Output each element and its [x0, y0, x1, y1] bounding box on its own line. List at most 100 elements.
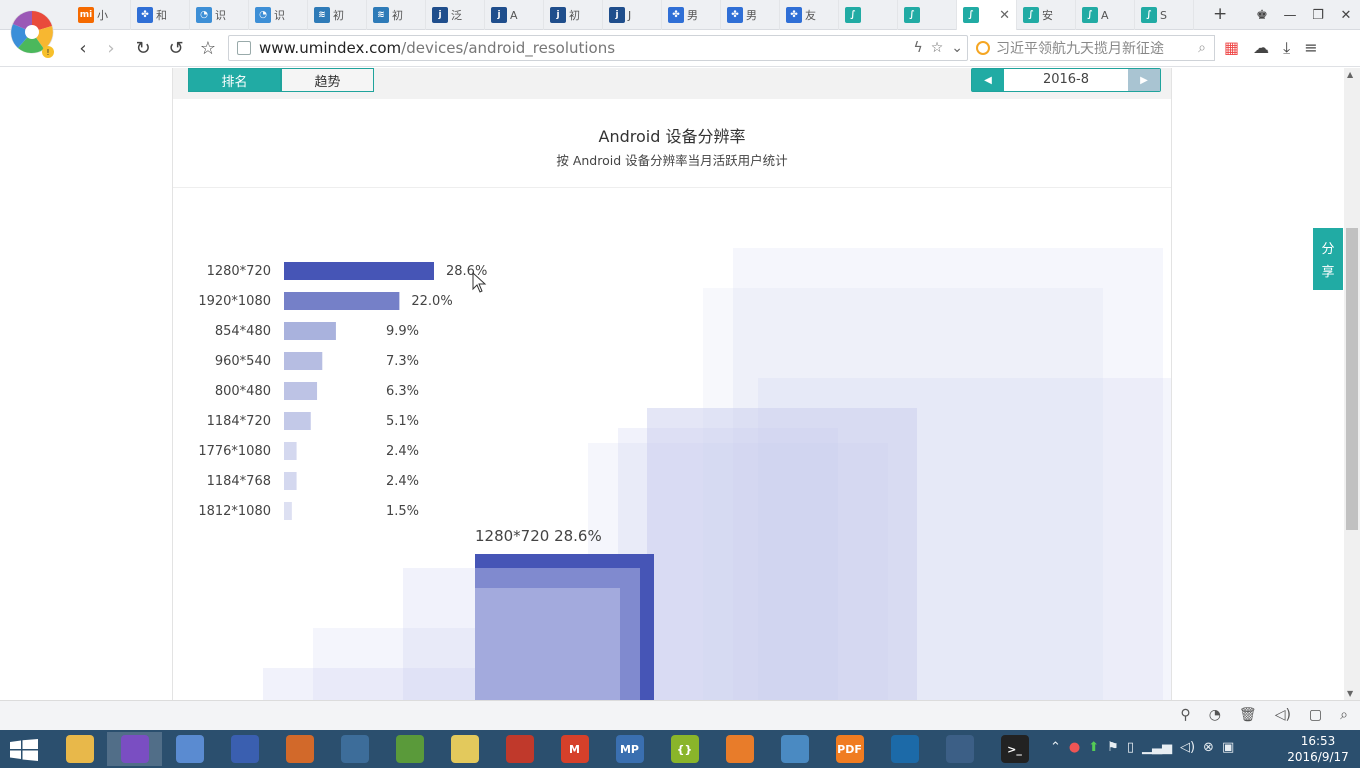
taskbar-app[interactable]: [272, 732, 327, 766]
browser-tab[interactable]: mi 小: [72, 0, 131, 30]
apps-grid-icon[interactable]: ▦: [1224, 38, 1240, 57]
taskbar-app[interactable]: [932, 732, 987, 766]
taskbar-app[interactable]: M: [547, 732, 602, 766]
search-box[interactable]: 习近平领航九天揽月新征途 ⌕: [970, 35, 1215, 61]
browser-tab[interactable]: ✤ 男: [662, 0, 721, 30]
tray-app-icon[interactable]: ●: [1068, 740, 1081, 755]
category-label: 1776*1080: [198, 444, 271, 459]
signal-icon[interactable]: ▁▃▅: [1141, 740, 1172, 755]
cloud-icon[interactable]: ☁: [1253, 38, 1270, 57]
speaker-icon[interactable]: ◁): [1179, 740, 1196, 755]
browser-tab[interactable]: ✤ 友: [780, 0, 839, 30]
search-input[interactable]: 习近平领航九天揽月新征途: [996, 41, 1164, 57]
device-icon[interactable]: ▯: [1126, 740, 1134, 755]
update-icon[interactable]: ⬆: [1088, 740, 1100, 755]
browser-tab[interactable]: ∫ ✕: [957, 0, 1017, 30]
taskbar-app[interactable]: [767, 732, 822, 766]
url-text[interactable]: www.umindex.com/devices/android_resoluti…: [259, 39, 615, 57]
maxthon-logo-icon[interactable]: !: [8, 6, 58, 62]
taskbar-app[interactable]: [327, 732, 382, 766]
volume-icon[interactable]: ◁): [1274, 707, 1291, 723]
prev-month-button[interactable]: ◀: [972, 69, 1004, 91]
browser-tab[interactable]: ≋ 初: [308, 0, 367, 30]
taskbar-app[interactable]: [877, 732, 932, 766]
search-icon[interactable]: ⌕: [1198, 40, 1206, 56]
scroll-down-icon[interactable]: ▼: [1347, 689, 1354, 698]
browser-tab[interactable]: ✤ 和: [131, 0, 190, 30]
skin-icon[interactable]: ♚: [1256, 7, 1268, 23]
taskbar-app[interactable]: [712, 732, 767, 766]
red-circle-icon: [505, 735, 534, 763]
close-circle-icon[interactable]: ⊗: [1203, 740, 1214, 755]
browser-tab[interactable]: ◔ 识: [249, 0, 308, 30]
speed-icon[interactable]: ◔: [1208, 707, 1221, 723]
vertical-scrollbar[interactable]: ▲ ▼: [1344, 68, 1360, 700]
braces-app-icon: {}: [670, 735, 699, 763]
download-icon[interactable]: ⤓: [1283, 38, 1291, 57]
tab-rank[interactable]: 排名: [188, 68, 281, 92]
address-bar[interactable]: www.umindex.com/devices/android_resoluti…: [228, 35, 968, 61]
scrollbar-thumb[interactable]: [1346, 228, 1358, 530]
scroll-up-icon[interactable]: ▲: [1347, 70, 1354, 79]
tab-title: 初: [333, 9, 344, 22]
windows-start-icon[interactable]: [10, 739, 38, 761]
window-icon[interactable]: ▢: [1308, 707, 1323, 723]
taskbar-app[interactable]: [492, 732, 547, 766]
favorite-star-icon[interactable]: ☆: [199, 37, 217, 59]
dropdown-chevron-icon[interactable]: ⌄: [951, 40, 963, 56]
browser-tab[interactable]: ≋ 初: [367, 0, 426, 30]
close-tab-icon[interactable]: ✕: [999, 7, 1010, 23]
taskbar-app[interactable]: [52, 732, 107, 766]
tab-trend[interactable]: 趋势: [281, 68, 374, 92]
restore-button[interactable]: ❐: [1312, 7, 1324, 23]
tray-expand-icon[interactable]: ⌃: [1050, 740, 1061, 755]
taskbar-app[interactable]: [162, 732, 217, 766]
notification-icon[interactable]: ▣: [1221, 740, 1235, 755]
share-button[interactable]: 分 享: [1313, 228, 1343, 290]
browser-tab[interactable]: ◔ 识: [190, 0, 249, 30]
browser-tab[interactable]: ∫: [898, 0, 957, 30]
system-tray: ⌃ ● ⬆ ⚑ ▯ ▁▃▅ ◁) ⊗ ▣: [1050, 740, 1234, 755]
taskbar-app[interactable]: {}: [657, 732, 712, 766]
taskbar-app[interactable]: PDF: [822, 732, 877, 766]
menu-icon[interactable]: ≡: [1304, 38, 1318, 57]
taskbar-app[interactable]: [437, 732, 492, 766]
umindex-icon: ∫: [1023, 7, 1039, 23]
forward-icon[interactable]: ›: [107, 37, 115, 59]
taskbar-app[interactable]: [382, 732, 437, 766]
tab-title: A: [510, 8, 518, 22]
taskbar-app[interactable]: >_: [987, 732, 1042, 766]
browser-tab[interactable]: ✤ 男: [721, 0, 780, 30]
flag-icon[interactable]: ⚑: [1107, 740, 1119, 755]
taskbar-app[interactable]: MP: [602, 732, 657, 766]
date-selector: ◀ 2016-8 ▶: [971, 68, 1161, 92]
browser-tab[interactable]: ∫ 安: [1017, 0, 1076, 30]
resolution-backdrop-rect: [647, 408, 917, 700]
back-icon[interactable]: ‹: [79, 37, 87, 59]
tab-title: S: [1160, 8, 1167, 22]
undo-close-icon[interactable]: ↺: [168, 37, 184, 59]
system-clock[interactable]: 16:53 2016/9/17: [1278, 733, 1358, 765]
browser-tab[interactable]: ∫ A: [1076, 0, 1135, 30]
taskbar-app[interactable]: [107, 732, 162, 766]
reload-icon[interactable]: ↻: [135, 37, 151, 59]
close-window-button[interactable]: ✕: [1340, 7, 1352, 23]
taskbar-app[interactable]: [217, 732, 272, 766]
next-month-button[interactable]: ▶: [1128, 69, 1160, 91]
trash-icon[interactable]: 🗑: [1238, 707, 1257, 723]
lightning-icon[interactable]: ϟ: [913, 40, 923, 56]
pin-icon[interactable]: ⚲: [1180, 707, 1191, 723]
zoom-icon[interactable]: ⌕: [1340, 707, 1348, 723]
java-icon: [725, 735, 754, 763]
browser-tab[interactable]: ∫: [839, 0, 898, 30]
terminal-icon: >_: [1000, 735, 1029, 763]
bookmark-star-icon[interactable]: ☆: [930, 40, 944, 56]
browser-tab[interactable]: ∫ S: [1135, 0, 1194, 30]
minimize-button[interactable]: —: [1283, 7, 1297, 23]
new-tab-icon[interactable]: +: [1213, 4, 1228, 24]
